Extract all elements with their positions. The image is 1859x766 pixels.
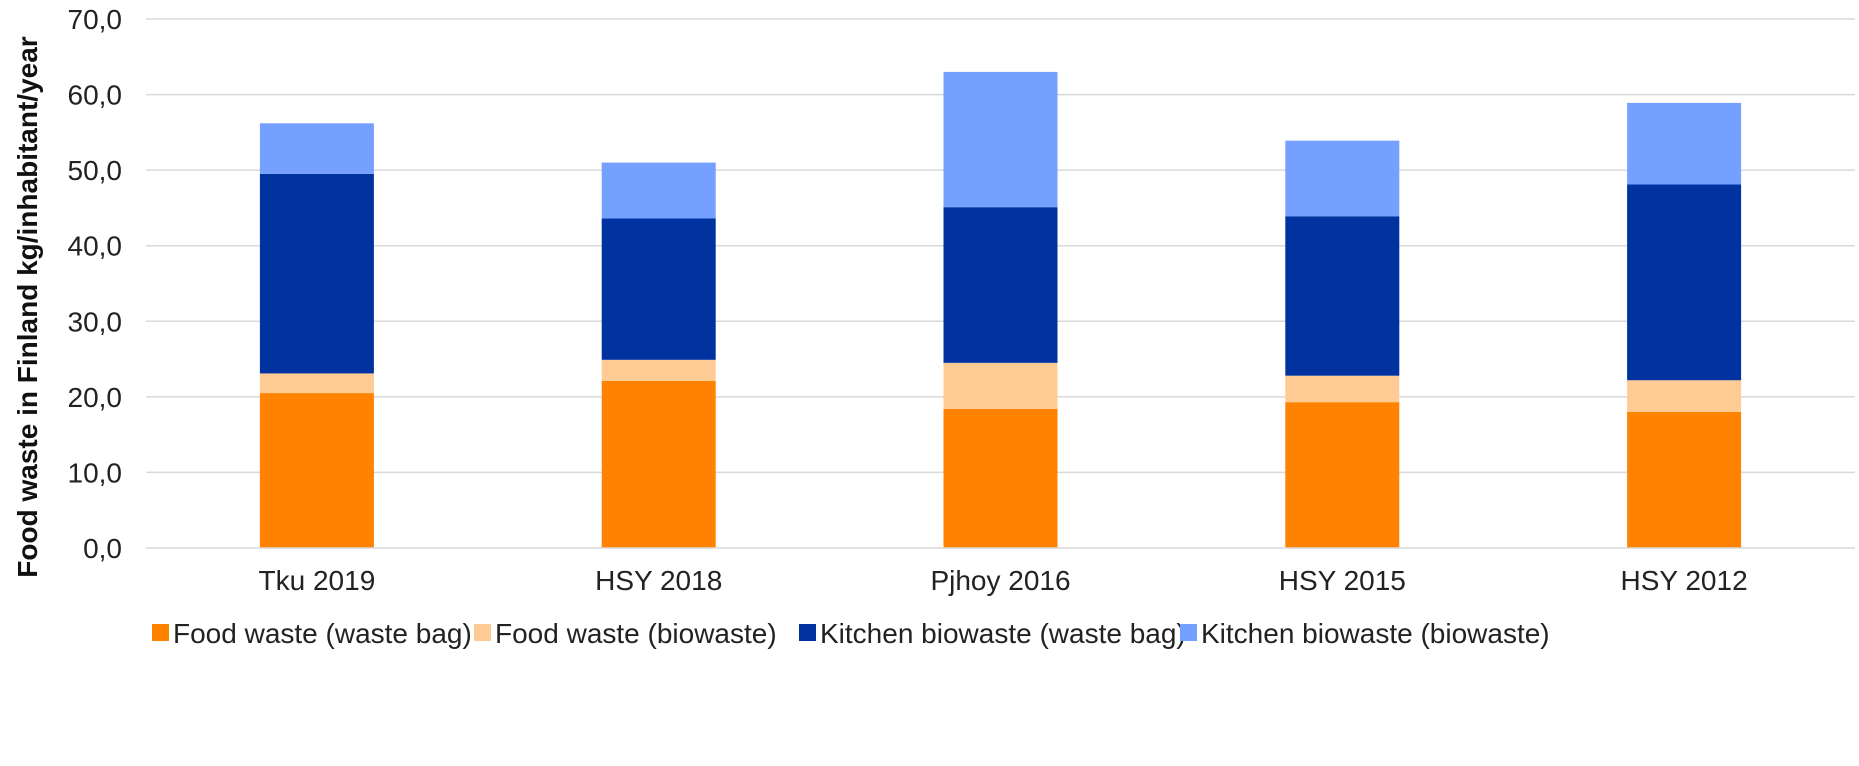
legend-swatch bbox=[474, 624, 491, 641]
x-axis-ticks: Tku 2019 HSY 2018 Pjhoy 2016 HSY 2015 HSY 20… bbox=[259, 565, 1748, 596]
bar-segment bbox=[1285, 216, 1400, 376]
legend-label: Kitchen biowaste (waste bag) bbox=[820, 618, 1186, 649]
x-tick-label: Tku 2019 bbox=[259, 565, 376, 596]
x-tick-label: HSY 2012 bbox=[1621, 565, 1748, 596]
legend-swatch bbox=[799, 624, 816, 641]
y-axis-ticks: 0,0 10,0 20,0 30,0 40,0 50,0 60,0 70,0 bbox=[68, 4, 123, 564]
bar-segment bbox=[259, 123, 374, 174]
legend-label: Food waste (waste bag) bbox=[173, 618, 472, 649]
bar-segment bbox=[1627, 184, 1742, 381]
y-tick-label: 30,0 bbox=[68, 306, 123, 337]
legend: Food waste (waste bag) Food waste (biowas… bbox=[152, 618, 1550, 649]
bar-segment bbox=[943, 362, 1058, 409]
bar-segment bbox=[943, 71, 1058, 208]
bar-segment bbox=[259, 173, 374, 374]
bar-segment bbox=[943, 207, 1058, 363]
y-tick-label: 0,0 bbox=[83, 533, 122, 564]
bar-segment bbox=[601, 359, 716, 381]
y-tick-label: 10,0 bbox=[68, 457, 123, 488]
bar-segment bbox=[601, 380, 716, 548]
y-tick-label: 20,0 bbox=[68, 382, 123, 413]
y-tick-label: 70,0 bbox=[68, 4, 123, 35]
x-tick-label: HSY 2015 bbox=[1279, 565, 1406, 596]
legend-label: Kitchen biowaste (biowaste) bbox=[1201, 618, 1550, 649]
x-tick-label: Pjhoy 2016 bbox=[930, 565, 1070, 596]
y-tick-label: 60,0 bbox=[68, 80, 123, 111]
legend-label: Food waste (biowaste) bbox=[495, 618, 777, 649]
bar-segment bbox=[1285, 140, 1400, 217]
bar-segment bbox=[1285, 402, 1400, 548]
bar-segment bbox=[259, 393, 374, 548]
bar-segment bbox=[1627, 411, 1742, 548]
bar-segment bbox=[601, 162, 716, 219]
bar-segment bbox=[1285, 375, 1400, 403]
bar-segment bbox=[943, 408, 1058, 548]
y-tick-label: 40,0 bbox=[68, 231, 123, 262]
legend-swatch bbox=[1180, 624, 1197, 641]
bar-segment bbox=[1627, 380, 1742, 412]
bar-segment bbox=[601, 218, 716, 360]
x-tick-label: HSY 2018 bbox=[595, 565, 722, 596]
bar-segment bbox=[259, 373, 374, 394]
y-tick-label: 50,0 bbox=[68, 155, 123, 186]
bar-segment bbox=[1627, 102, 1742, 185]
y-axis-label: Food waste in Finland kg/inhabitant/year bbox=[12, 36, 43, 577]
bars bbox=[259, 71, 1742, 548]
legend-swatch bbox=[152, 624, 169, 641]
